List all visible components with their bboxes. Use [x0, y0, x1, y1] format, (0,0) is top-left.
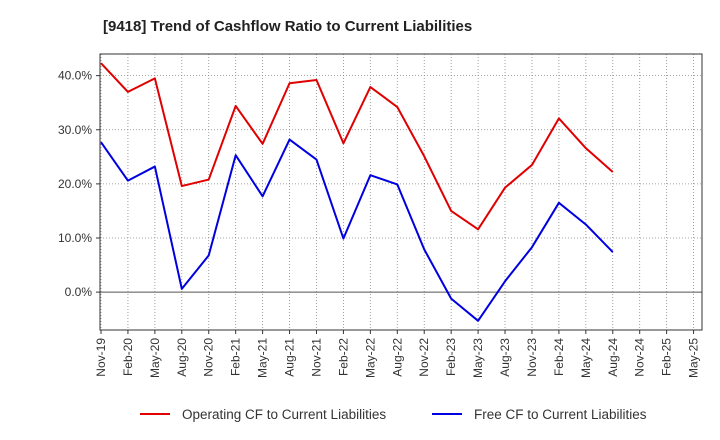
x-tick-label: Aug-20 — [175, 338, 189, 377]
x-tick-label: May-20 — [148, 338, 162, 378]
y-tick-label: 40.0% — [58, 69, 92, 83]
legend-label-free-cf: Free CF to Current Liabilities — [474, 407, 647, 422]
legend-label-operating-cf: Operating CF to Current Liabilities — [182, 407, 386, 422]
x-tick-label: May-25 — [687, 338, 701, 378]
x-tick-label: Nov-20 — [202, 338, 216, 377]
x-tick-label: Aug-23 — [498, 338, 512, 377]
y-tick-label: 20.0% — [58, 177, 92, 191]
legend: Operating CF to Current Liabilities Free… — [140, 407, 647, 422]
series-line-free-cf — [100, 138, 614, 322]
series-layer — [100, 62, 614, 322]
x-tick-label: Feb-22 — [336, 338, 350, 376]
x-tick-label: Nov-22 — [417, 338, 431, 377]
y-tick-label: 30.0% — [58, 123, 92, 137]
x-tick-label: Nov-24 — [633, 338, 647, 377]
x-tick-label: Aug-21 — [283, 338, 297, 377]
x-tick-label: Feb-23 — [444, 338, 458, 376]
chart-title: [9418] Trend of Cashflow Ratio to Curren… — [103, 18, 472, 35]
plot-frame — [99, 53, 703, 331]
x-tick-label: Aug-22 — [390, 338, 404, 377]
x-tick-label: Nov-23 — [525, 338, 539, 377]
x-tick-label: Feb-24 — [552, 338, 566, 376]
x-tick-label: May-21 — [256, 338, 270, 378]
series-line-operating-cf — [100, 62, 614, 231]
y-axis: 0.0% 10.0% 20.0% 30.0% 40.0% — [58, 69, 100, 299]
x-tick-label: Feb-25 — [660, 338, 674, 376]
x-tick-label: Feb-21 — [229, 338, 243, 376]
x-tick-label: Feb-20 — [121, 338, 135, 376]
x-tick-label: Nov-19 — [94, 338, 108, 377]
x-tick-label: May-22 — [363, 338, 377, 378]
y-tick-label: 0.0% — [65, 285, 93, 299]
grid-layer — [100, 54, 702, 330]
x-tick-label: Aug-24 — [606, 338, 620, 377]
x-axis: Nov-19 Feb-20 May-20 Aug-20 Nov-20 Feb-21 May-… — [94, 330, 701, 378]
x-tick-label: May-24 — [579, 338, 593, 378]
x-tick-label: Nov-21 — [309, 338, 323, 377]
x-tick-label: May-23 — [471, 338, 485, 378]
y-tick-label: 10.0% — [58, 231, 92, 245]
